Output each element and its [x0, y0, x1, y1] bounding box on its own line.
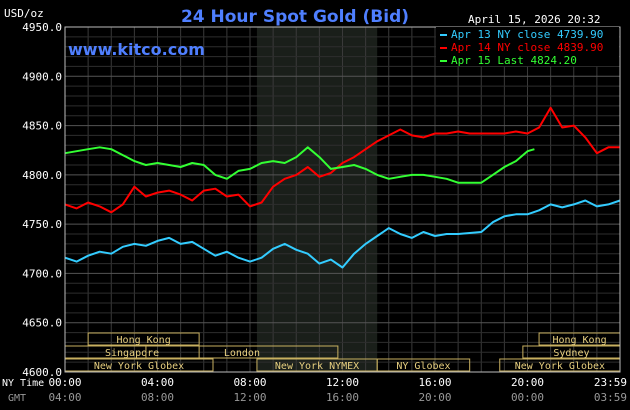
session-label: New York NYMEX — [275, 361, 359, 372]
ny-tick-label: 23:59 — [594, 376, 627, 389]
gmt-tick-label: 04:00 — [48, 391, 81, 404]
ny-tick-label: 00:00 — [48, 376, 81, 389]
gmt-tick-label: 00:00 — [511, 391, 544, 404]
session-label: NY Globex — [396, 361, 450, 372]
chart-title: 24 Hour Spot Gold (Bid) — [181, 7, 409, 27]
gmt-tick-label: 08:00 — [141, 391, 174, 404]
session-label: London — [224, 348, 260, 359]
ny-tick-label: 08:00 — [233, 376, 266, 389]
legend-entry: Apr 15 Last 4824.20 — [451, 54, 577, 67]
session-box — [376, 358, 471, 372]
legend-box — [436, 27, 619, 66]
plot-frame — [64, 26, 621, 373]
y-tick-label: 4900.0 — [22, 70, 62, 83]
session-label: Sydney — [553, 348, 589, 359]
series-line-3 — [64, 146, 535, 184]
gmt-tick-label: 20:00 — [418, 391, 451, 404]
series-line-1 — [64, 199, 621, 269]
y-tick-label: 4600.0 — [22, 366, 62, 379]
gmt-tick-label: 12:00 — [233, 391, 266, 404]
legend-entry: Apr 14 NY close 4839.90 — [451, 41, 603, 54]
y-tick-label: 4800.0 — [22, 169, 62, 182]
session-label: Hong Kong — [117, 335, 171, 346]
ny-tick-label: 12:00 — [326, 376, 359, 389]
session-label: Singapore — [105, 348, 159, 359]
nymex-shade — [256, 27, 378, 372]
datetime-label: April 15, 2026 20:32 — [468, 13, 600, 26]
y-tick-label: 4850.0 — [22, 120, 62, 133]
series-line-2 — [64, 106, 620, 214]
website-label: www.kitco.com — [68, 40, 205, 59]
session-label: New York Globex — [515, 361, 605, 372]
y-tick-label: 4750.0 — [22, 218, 62, 231]
session-box — [145, 345, 339, 359]
y-tick-label: 4700.0 — [22, 267, 62, 280]
session-label: Hong Kong — [552, 335, 606, 346]
ny-tick-label: 04:00 — [141, 376, 174, 389]
gmt-tick-label: 03:59 — [594, 391, 627, 404]
session-box — [87, 332, 200, 346]
gmt-tick-label: 16:00 — [326, 391, 359, 404]
gmt-row-label: GMT — [8, 393, 26, 404]
ny-tick-label: 20:00 — [511, 376, 544, 389]
legend-entry: Apr 13 NY close 4739.90 — [451, 28, 603, 41]
ny-tick-label: 16:00 — [418, 376, 451, 389]
y-tick-label: 4950.0 — [22, 21, 62, 34]
unit-label: USD/oz — [4, 7, 44, 20]
y-tick-label: 4650.0 — [22, 317, 62, 330]
ny-time-row-label: NY Time — [2, 378, 44, 389]
session-label: New York Globex — [94, 361, 184, 372]
